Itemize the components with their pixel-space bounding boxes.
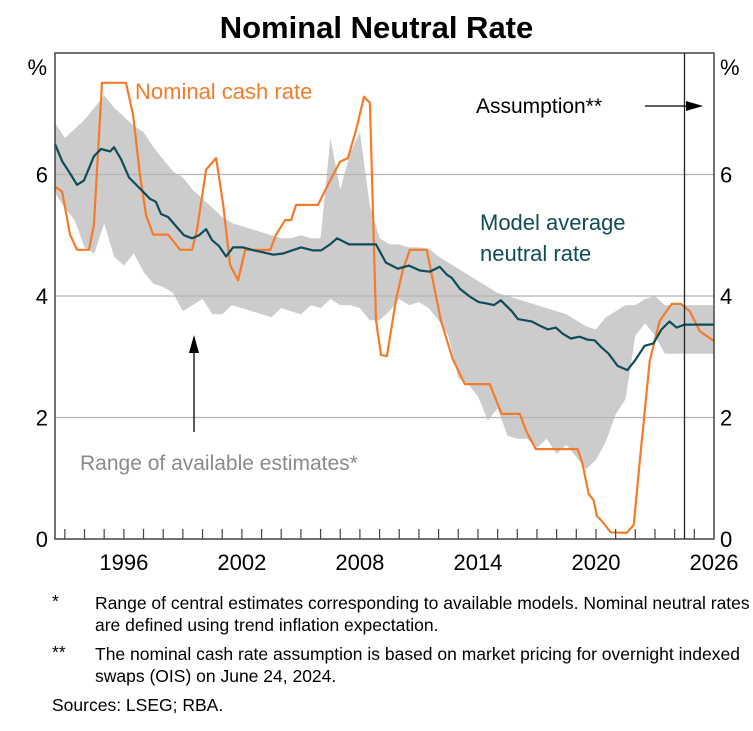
cash-rate-label: Nominal cash rate <box>135 79 312 104</box>
y-tick-label-left: 2 <box>36 406 48 431</box>
model-average-label: neutral rate <box>480 241 591 266</box>
plot-frame <box>54 52 715 540</box>
footnote-mark: * <box>52 591 59 611</box>
footnote-2: ** The nominal cash rate assumption is b… <box>52 642 753 687</box>
y-tick-label-left: 0 <box>36 527 48 552</box>
footnote-text: Range of central estimates corresponding… <box>95 593 750 635</box>
x-tick-label: 2020 <box>571 550 620 575</box>
footnote-1: * Range of central estimates correspondi… <box>52 591 753 636</box>
range-arrow-head <box>189 335 199 353</box>
y-tick-label-left: 6 <box>36 163 48 188</box>
y-tick-label-right: 0 <box>720 527 732 552</box>
x-tick-label: 1996 <box>99 550 148 575</box>
y-tick-label-left: 4 <box>36 284 48 309</box>
y-unit-right: % <box>720 55 740 80</box>
y-tick-label-right: 4 <box>720 284 732 309</box>
grid-layer <box>55 173 714 419</box>
series-layer <box>53 81 715 534</box>
footnote-text: The nominal cash rate assumption is base… <box>95 644 740 686</box>
assumption-label: Assumption** <box>476 95 602 118</box>
range-label: Range of available estimates* <box>80 452 358 475</box>
range-band <box>55 95 714 470</box>
y-tick-label-right: 6 <box>720 163 732 188</box>
cash-rate-line <box>54 81 715 534</box>
y-tick-label-right: 2 <box>720 406 732 431</box>
range-layer <box>55 95 714 470</box>
chart-title: Nominal Neutral Rate <box>219 10 534 45</box>
assumption-arrow-head <box>686 101 703 111</box>
model-average-label: Model average <box>480 210 626 235</box>
annotations-layer: Nominal cash rate Model average neutral ra… <box>80 79 703 475</box>
x-tick-label: 2026 <box>690 550 739 575</box>
x-tick-label: 2014 <box>453 550 502 575</box>
y-unit-left: % <box>27 55 47 80</box>
footnotes: * Range of central estimates correspondi… <box>52 591 753 716</box>
x-tick-label: 2008 <box>335 550 384 575</box>
footnote-mark: ** <box>52 642 66 662</box>
x-tick-label: 2002 <box>217 550 266 575</box>
model-average-line <box>53 143 714 372</box>
sources: Sources: LSEG; RBA. <box>52 695 224 715</box>
